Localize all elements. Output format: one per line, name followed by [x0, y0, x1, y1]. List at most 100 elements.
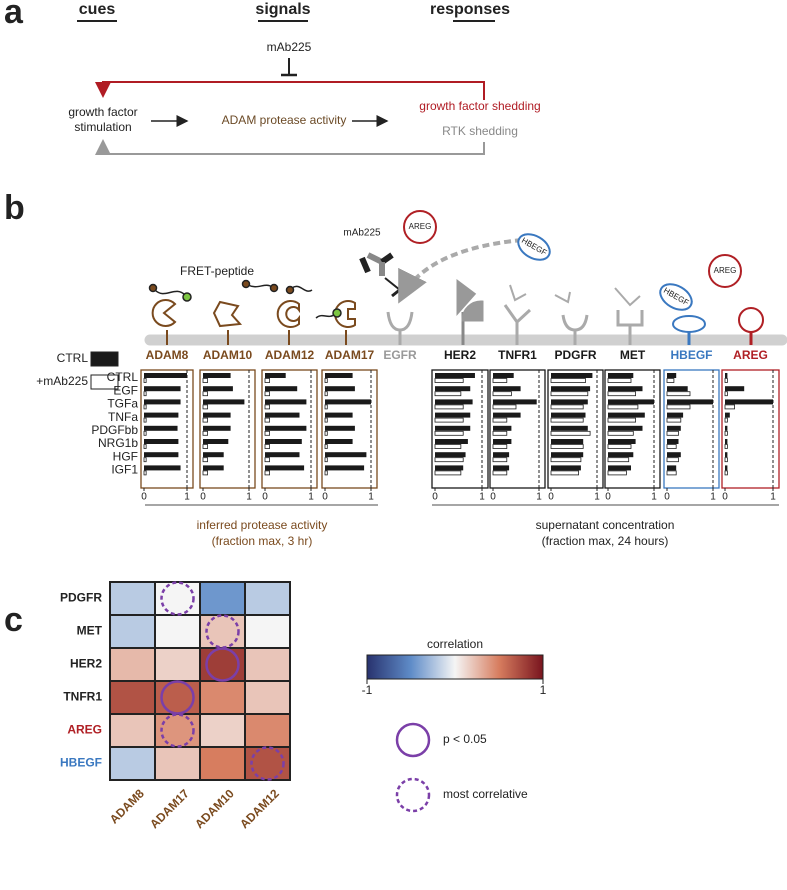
bar [324, 417, 328, 423]
bar [492, 404, 517, 410]
bar [143, 430, 147, 436]
panel-letter: a [4, 0, 24, 31]
response-label: growth factor shedding [419, 99, 540, 113]
bar [607, 404, 639, 410]
bar [492, 417, 508, 423]
bar [143, 417, 147, 423]
bar [325, 452, 367, 458]
bar [202, 391, 208, 397]
bar [434, 444, 462, 449]
bar [550, 430, 591, 436]
x-tick-label: 1 [536, 492, 542, 503]
row-label: AREG [67, 723, 102, 737]
bar [324, 430, 328, 436]
heatmap-cell [109, 647, 156, 682]
ligand-bubble [659, 283, 693, 311]
caption: (fraction max, 3 hr) [212, 534, 313, 548]
receptor-label: EGFR [383, 348, 417, 362]
colorbar [366, 654, 544, 680]
significance-marker [250, 746, 285, 781]
bar [666, 430, 679, 436]
x-tick-label: 0 [490, 492, 496, 503]
bar [144, 399, 181, 405]
bar [667, 425, 681, 431]
heatmap-cell [199, 680, 246, 715]
legend-label: CTRL [57, 351, 89, 365]
bar [608, 439, 636, 444]
response-label: RTK shedding [442, 124, 518, 138]
bar [264, 391, 270, 397]
caption: inferred protease activity [197, 518, 328, 532]
bar [608, 425, 643, 431]
bar [725, 452, 728, 458]
x-tick-label: 0 [322, 492, 328, 503]
row-label: HER2 [70, 657, 102, 671]
bar [143, 404, 147, 410]
significance-marker [160, 680, 195, 715]
bar [325, 386, 355, 392]
heatmap-cell [109, 680, 156, 715]
bar [492, 391, 512, 397]
chart-label: ADAM10 [203, 348, 253, 362]
bar [325, 439, 353, 444]
x-tick-label: 1 [184, 492, 190, 503]
bar [434, 457, 464, 463]
bar [203, 373, 231, 378]
bar [667, 386, 688, 392]
bar [725, 399, 773, 405]
bar [666, 417, 682, 423]
bar [264, 404, 270, 410]
x-tick-label: 0 [262, 492, 268, 503]
heatmap-cell [244, 581, 291, 616]
bar [264, 378, 270, 383]
panel-c: c correlation p < 0.05 most correlative [4, 601, 528, 813]
ligand-bubble [517, 233, 551, 261]
heatmap-cell [109, 746, 156, 781]
bar [435, 425, 471, 431]
bar [551, 439, 584, 444]
bar [493, 386, 521, 392]
bar [551, 452, 584, 458]
significance-marker [160, 713, 195, 748]
legend-label: p < 0.05 [443, 732, 487, 746]
bar [434, 404, 464, 410]
bar [725, 465, 728, 471]
fret-peptides [148, 279, 342, 319]
bar [203, 412, 231, 418]
significance-marker [205, 647, 240, 682]
condition-label: EGF [113, 383, 138, 397]
chart-label: AREG [733, 348, 768, 362]
bar [144, 465, 181, 471]
chart-label: TNFR1 [498, 348, 537, 362]
ligand-bubble [403, 210, 437, 244]
bar [265, 439, 302, 444]
bar [666, 391, 691, 397]
bar [551, 425, 588, 431]
bar [607, 444, 632, 449]
bar [667, 373, 677, 378]
bar [325, 373, 353, 378]
condition-label: TNFa [108, 410, 138, 424]
bar [608, 465, 631, 471]
stimulus-label: stimulation [74, 120, 131, 134]
bar [265, 412, 300, 418]
chart-label: HBEGF [671, 348, 713, 362]
bar [325, 399, 371, 405]
heatmap-cell [109, 713, 156, 748]
bar [666, 444, 677, 449]
bar [492, 430, 508, 436]
bar [550, 378, 586, 383]
heatmap-cell [154, 647, 201, 682]
x-tick-label: 0 [141, 492, 147, 503]
bar [725, 412, 730, 418]
x-tick-label: 1 [246, 492, 252, 503]
colorbar-title: correlation [427, 637, 483, 651]
bar [435, 439, 468, 444]
bar [724, 457, 728, 463]
feedback-arrow [95, 81, 485, 100]
bar [202, 417, 208, 423]
condition-label: NRG1b [98, 436, 138, 450]
condition-label: PDGFbb [91, 423, 138, 437]
ligand-arrow [398, 238, 523, 304]
bar [434, 417, 464, 423]
